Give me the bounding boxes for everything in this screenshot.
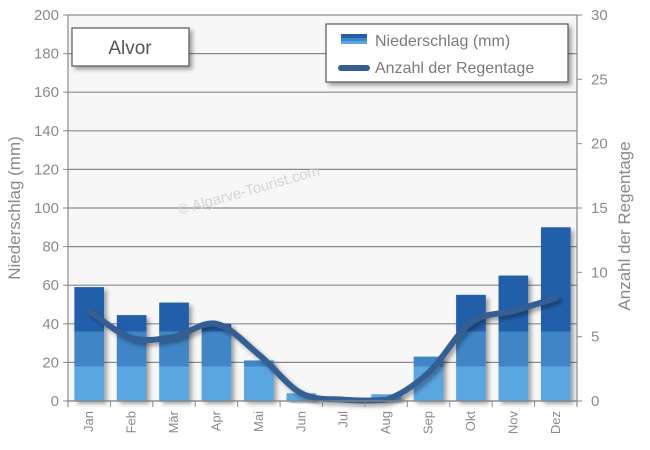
y-tick-label-left: 20	[42, 354, 59, 371]
x-tick-label: Apr	[208, 410, 223, 431]
x-tick-label: Mär	[166, 410, 181, 433]
y-tick-label-right: 25	[591, 71, 608, 88]
series-line-regentage	[86, 295, 559, 404]
y-tick-label-left: 160	[34, 84, 59, 101]
y-tick-label-left: 180	[34, 46, 59, 63]
x-tick-label: Aug	[378, 411, 393, 434]
y-tick-label-left: 200	[34, 7, 59, 24]
y-tick-label-right: 30	[591, 7, 608, 24]
y-tick-label-left: 0	[51, 393, 59, 410]
bar-Jun	[286, 393, 317, 401]
y-tick-label-left: 100	[34, 200, 59, 217]
title-box: Alvor	[71, 27, 190, 67]
legend-label-regentage: Anzahl der Regentage	[375, 60, 534, 77]
bar-Dez	[540, 227, 571, 401]
x-tick-label: Nov	[505, 411, 520, 435]
x-tick-label: Jul	[336, 411, 351, 428]
x-tick-label: Mai	[251, 411, 266, 432]
x-tick-label: Okt	[463, 411, 478, 432]
legend-swatch-bar	[341, 34, 367, 44]
chart-title: Alvor	[108, 38, 152, 59]
y-axis-label-left: Niederschlag (mm)	[5, 136, 24, 280]
legend: Niederschlag (mm) Anzahl der Regentage	[325, 23, 569, 83]
legend-label-niederschlag: Niederschlag (mm)	[375, 33, 510, 50]
y-tick-label-right: 15	[591, 200, 608, 217]
x-tick-label: Sep	[421, 411, 436, 434]
y-tick-label-left: 40	[42, 316, 59, 333]
y-tick-label-right: 20	[591, 136, 608, 153]
bar-Jan	[74, 287, 105, 401]
x-tick-label: Dez	[548, 411, 563, 434]
y-tick-label-left: 80	[42, 239, 59, 256]
y-tick-label-right: 5	[591, 329, 599, 346]
y-tick-label-right: 0	[591, 393, 599, 410]
x-tick-label: Jun	[293, 411, 308, 432]
y-tick-label-left: 60	[42, 277, 59, 294]
x-tick-label: Feb	[124, 411, 139, 433]
bar-Feb	[116, 315, 147, 401]
bar-Mär	[159, 302, 189, 401]
y-tick-label-left: 120	[34, 161, 59, 178]
y-tick-label-left: 140	[34, 123, 59, 140]
bar-Apr	[201, 323, 232, 401]
bar-Okt	[456, 294, 486, 401]
y-tick-label-right: 10	[591, 264, 608, 281]
x-tick-label: Jan	[81, 411, 96, 432]
y-axis-label-right: Anzahl der Regentage	[615, 141, 634, 310]
bar-Nov	[498, 275, 529, 401]
